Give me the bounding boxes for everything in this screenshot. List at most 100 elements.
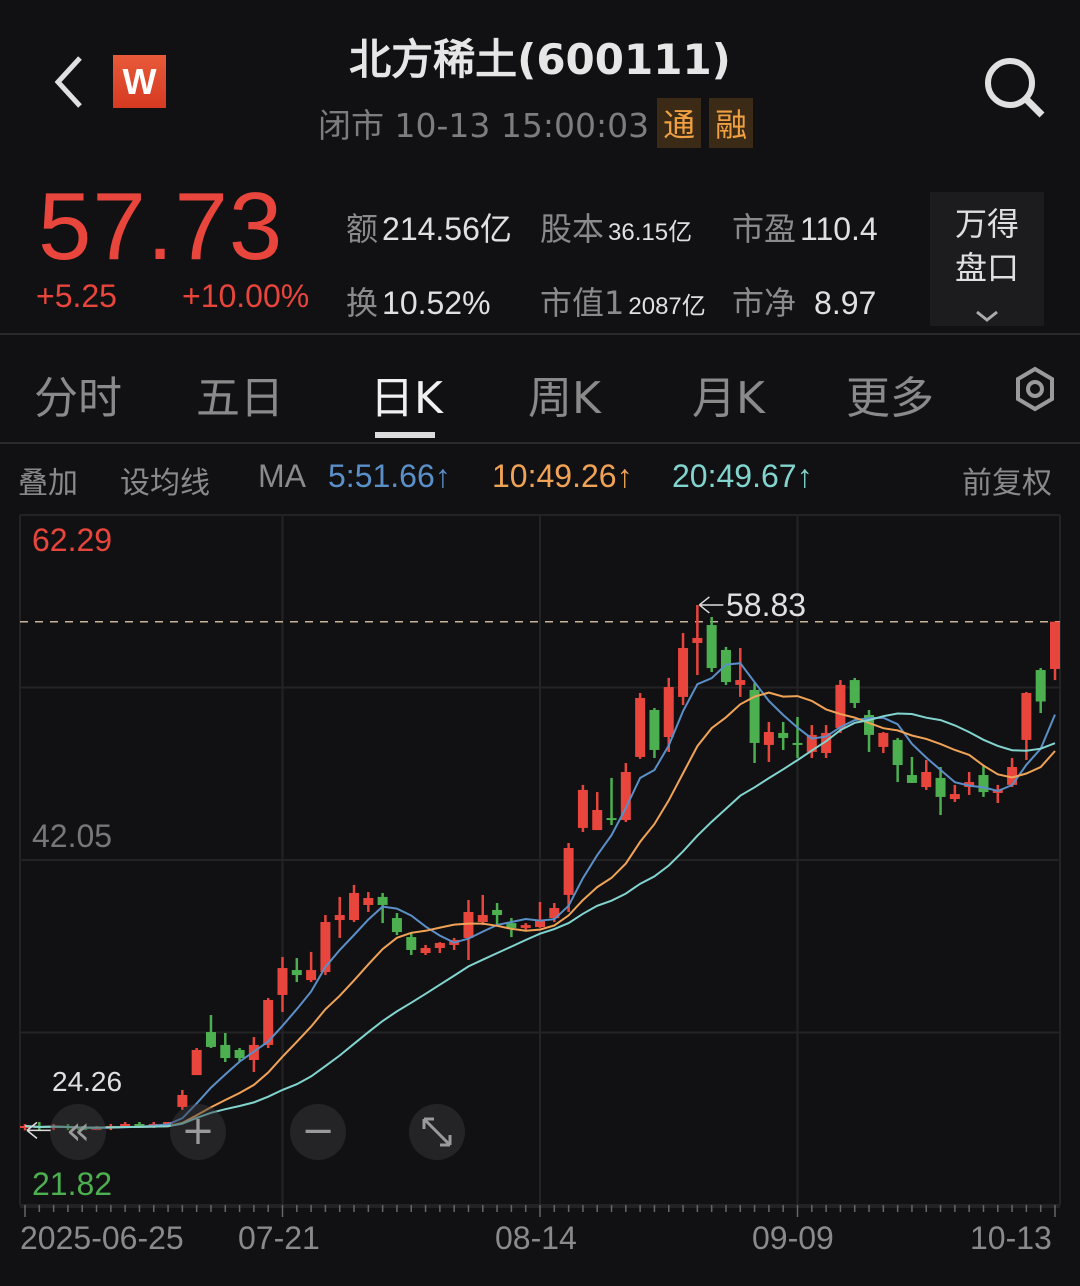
set-ma-button[interactable]: 设均线 (120, 466, 210, 501)
x-tick-label: 09-09 (752, 1220, 834, 1256)
tab-daily-k[interactable]: 日K (370, 373, 443, 424)
candle-up (334, 915, 345, 921)
stat-label: 市值1 (540, 284, 625, 322)
divider (0, 333, 1080, 335)
stat-label: 额 (346, 210, 379, 248)
candle-up (635, 697, 646, 757)
wind-button-line2: 盘口 (954, 249, 1019, 287)
candle-up (964, 782, 975, 788)
ma5-line (24, 662, 1056, 1130)
stat-turnover-amount: 额 214.56亿 (346, 204, 512, 250)
candle-up (563, 847, 574, 895)
wind-order-book-button[interactable]: 万得 盘口 (930, 192, 1044, 326)
page-title: 北方稀土(600111) (349, 35, 731, 84)
candle-up (949, 794, 960, 800)
candle-down (492, 910, 503, 916)
candle-down (935, 777, 946, 797)
low-marker-arrow (26, 1121, 51, 1139)
active-tab-indicator (375, 432, 435, 438)
stat-value: 2087亿 (628, 293, 706, 320)
candle-up (763, 732, 774, 745)
candle-down (792, 742, 803, 745)
connect-badge[interactable]: 通 (657, 98, 702, 148)
x-tick-label: 07-21 (238, 1220, 320, 1256)
fullscreen-button[interactable] (409, 1104, 465, 1160)
candle-up (592, 809, 603, 831)
stat-pe: 市盈 110.4 (732, 204, 878, 250)
candle-up (477, 915, 488, 923)
candle-up (535, 920, 545, 928)
candle-down (906, 775, 917, 783)
x-tick-label: 2025-06-25 (20, 1220, 184, 1256)
high-marker-label: 58.83 (726, 587, 807, 623)
y-label-mid: 42.05 (32, 818, 113, 854)
stat-value: 10.52% (382, 285, 491, 321)
x-tick-label: 10-13 (970, 1220, 1052, 1256)
forward-adjust-button[interactable]: 前复权 (962, 466, 1052, 501)
tab-more[interactable]: 更多 (846, 373, 934, 424)
scroll-left-button[interactable]: « (50, 1104, 106, 1160)
stat-value: 214.56亿 (382, 211, 512, 247)
candle-up (191, 1049, 202, 1076)
candle-up (878, 732, 889, 747)
zoom-in-button[interactable]: + (170, 1104, 226, 1160)
search-icon[interactable] (982, 55, 1046, 119)
stat-label: 市盈 (732, 210, 797, 248)
candle-up (463, 911, 474, 938)
candle-up (806, 734, 817, 752)
candle-down (220, 1044, 231, 1059)
stat-market-cap: 市值1 2087亿 (540, 278, 706, 324)
high-marker-arrow (698, 596, 724, 614)
candle-up (1007, 766, 1018, 785)
candle-down (649, 709, 660, 750)
ma-label: MA (258, 458, 306, 494)
candle-up (1050, 621, 1060, 669)
wind-button-line1: 万得 (954, 205, 1019, 243)
candle-up (921, 772, 932, 788)
price-change: +5.25 (36, 278, 117, 314)
candle-up (549, 908, 560, 919)
candle-up (320, 922, 331, 973)
candle-down (377, 896, 388, 905)
candle-down (1035, 670, 1046, 702)
stat-label: 股本 (540, 210, 605, 248)
candle-up (1021, 692, 1032, 740)
candle-up (692, 637, 703, 643)
ma20-line (24, 712, 1056, 1129)
y-label-bottom: 21.82 (32, 1166, 113, 1202)
candle-up (120, 1123, 131, 1126)
stat-value: 36.15亿 (608, 219, 693, 246)
x-tick-label: 08-14 (495, 1220, 577, 1256)
stat-value: 110.4 (800, 211, 878, 247)
last-price: 57.73 (38, 173, 284, 280)
candle-up (678, 647, 689, 697)
ma5-value: 5:51.66↑ (328, 458, 451, 494)
tab-weekly-k[interactable]: 周K (528, 373, 601, 424)
low-marker-label: 24.26 (52, 1066, 123, 1097)
chevron-left-icon[interactable] (48, 52, 88, 112)
price-change-percent: +10.00% (182, 278, 310, 314)
candle-up (577, 789, 588, 828)
tab-intraday[interactable]: 分时 (34, 373, 122, 424)
stat-value: 8.97 (814, 285, 877, 321)
ma10-line (24, 691, 1056, 1129)
candle-down (978, 775, 989, 793)
tab-monthly-k[interactable]: 月K (692, 373, 765, 424)
zoom-out-button[interactable]: − (290, 1104, 346, 1160)
candle-down (778, 732, 789, 738)
tab-five-day[interactable]: 五日 (196, 373, 284, 424)
expand-icon (422, 1117, 452, 1147)
margin-badge[interactable]: 融 (709, 98, 754, 148)
stat-turnover-rate: 换 10.52% (346, 278, 491, 324)
candle-down (864, 715, 875, 735)
settings-hexagon-icon[interactable] (1014, 366, 1056, 412)
overlay-button[interactable]: 叠加 (18, 466, 78, 501)
candle-up (735, 680, 746, 685)
candle-down (506, 923, 517, 928)
candle-up (91, 1127, 102, 1131)
candle-down (391, 918, 402, 933)
candle-down (406, 937, 417, 950)
market-status-text: 闭市 10-13 15:00:03 (318, 106, 650, 145)
candle-up (163, 1122, 174, 1125)
